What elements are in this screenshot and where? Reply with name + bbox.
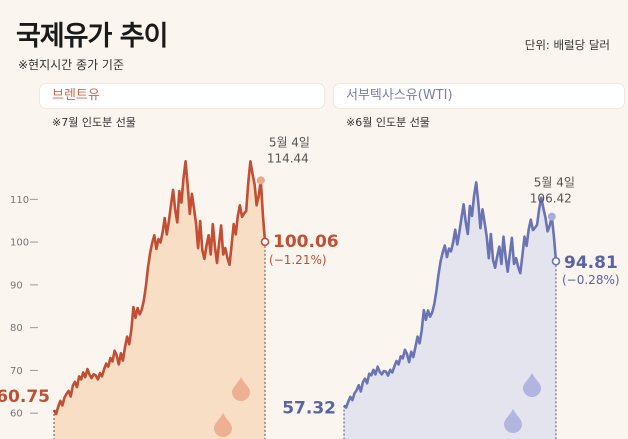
oil-drop-icon (504, 408, 522, 434)
y-axis-brent: 60 70 80 90 100 110 (10, 195, 38, 420)
y-tick-label: 70 (10, 366, 23, 377)
y-tick-label: 90 (10, 280, 23, 291)
wti-last-change: (−0.28%) (562, 273, 620, 287)
y-tick-label: 100 (10, 238, 29, 249)
wti-price-line (343, 181, 558, 409)
wti-peak-value: 106.42 (530, 192, 572, 206)
y-tick-label: 60 (10, 409, 23, 420)
oil-drop-icon (523, 372, 541, 398)
brent-peak-dot (256, 176, 265, 185)
brent-peak-value: 114.44 (267, 151, 309, 165)
brent-price-line (52, 160, 267, 416)
page-title: 국제유가 추이 (16, 21, 168, 52)
y-tick-label: 80 (10, 323, 23, 334)
unit-label: 단위: 배럴당 달러 (524, 38, 610, 52)
brent-area-fill (54, 161, 265, 439)
wti-last-dot (551, 256, 561, 266)
brent-peak-date: 5월 4일 (269, 135, 310, 149)
panel-label-brent: 브렌트유 (40, 84, 324, 108)
wti-peak-date: 5월 4일 (534, 176, 575, 190)
wti-peak-dot (547, 212, 556, 221)
note-wti: ※6월 인도분 선물 (346, 116, 430, 129)
wti-start-value: 57.32 (282, 399, 336, 419)
wti-last-value: 94.81 (564, 253, 618, 273)
oil-drop-icon (232, 376, 250, 402)
panel-label-wti: 서부텍사스유(WTI) (334, 84, 624, 108)
oil-drop-icon (214, 412, 232, 438)
wti-area-fill (344, 182, 556, 439)
y-tick-label: 110 (10, 195, 29, 206)
brent-last-value: 100.06 (273, 232, 339, 252)
note-brent: ※7월 인도분 선물 (52, 116, 136, 129)
brent-last-change: (−1.21%) (269, 253, 327, 267)
page-subtitle: ※현지시간 종가 기준 (18, 58, 125, 72)
brent-start-value: 60.75 (0, 387, 50, 407)
brent-last-dot (260, 237, 270, 247)
